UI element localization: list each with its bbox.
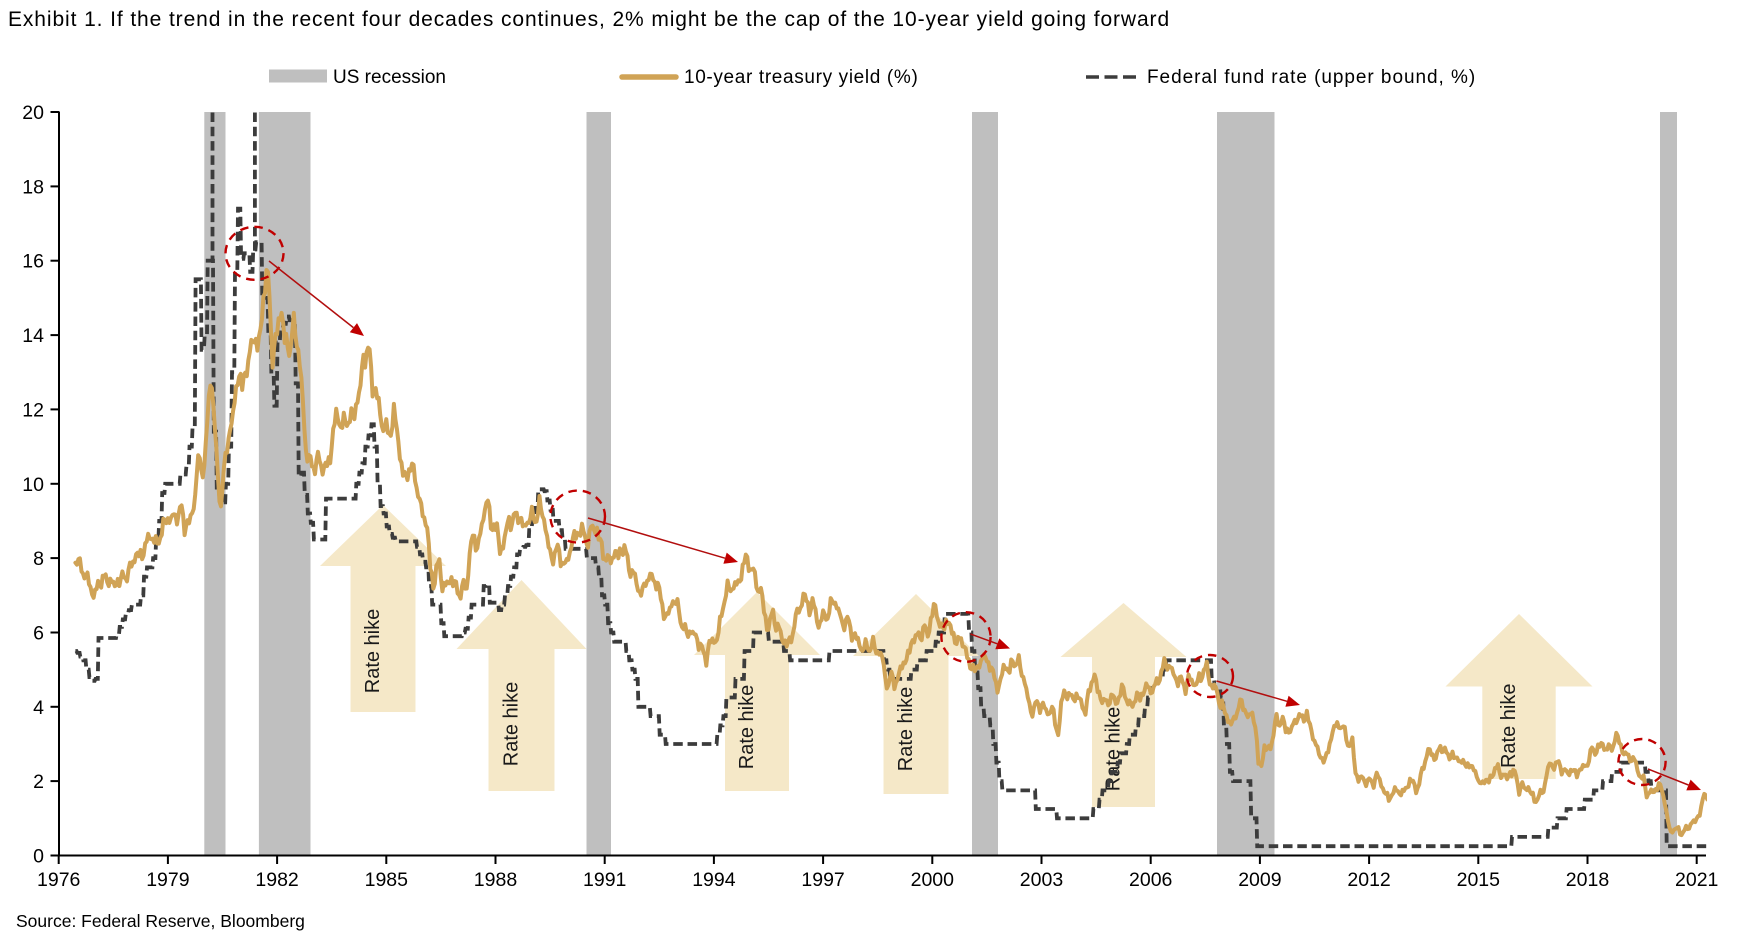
svg-text:Source: Federal Reserve, Bloom: Source: Federal Reserve, Bloomberg bbox=[16, 911, 305, 931]
svg-text:1982: 1982 bbox=[255, 869, 298, 891]
svg-text:Federal fund rate (upper bound: Federal fund rate (upper bound, %) bbox=[1147, 67, 1476, 88]
svg-text:10: 10 bbox=[22, 474, 44, 496]
svg-text:12: 12 bbox=[22, 399, 44, 421]
svg-text:1991: 1991 bbox=[583, 869, 626, 891]
svg-text:14: 14 bbox=[22, 325, 44, 347]
svg-text:2: 2 bbox=[33, 771, 44, 793]
svg-text:Rate hike: Rate hike bbox=[895, 687, 917, 772]
svg-text:2021: 2021 bbox=[1675, 869, 1718, 891]
svg-text:2009: 2009 bbox=[1238, 869, 1281, 891]
svg-text:2015: 2015 bbox=[1457, 869, 1501, 891]
svg-text:2000: 2000 bbox=[911, 869, 955, 891]
svg-text:2003: 2003 bbox=[1020, 869, 1063, 891]
svg-text:Rate hike: Rate hike bbox=[501, 682, 523, 767]
svg-text:0: 0 bbox=[33, 846, 44, 868]
svg-text:Rate hike: Rate hike bbox=[736, 685, 758, 770]
svg-text:Rate hike: Rate hike bbox=[362, 609, 384, 694]
svg-text:2018: 2018 bbox=[1566, 869, 1609, 891]
svg-text:1985: 1985 bbox=[365, 869, 409, 891]
svg-text:Rate hike: Rate hike bbox=[1103, 707, 1125, 792]
svg-text:2006: 2006 bbox=[1129, 869, 1172, 891]
svg-text:10-year treasury yield (%): 10-year treasury yield (%) bbox=[684, 67, 918, 88]
svg-text:2012: 2012 bbox=[1347, 869, 1390, 891]
svg-text:US recession: US recession bbox=[333, 67, 446, 88]
svg-text:1976: 1976 bbox=[37, 869, 80, 891]
svg-text:Exhibit 1. If the trend in the: Exhibit 1. If the trend in the recent fo… bbox=[8, 8, 1170, 31]
svg-text:4: 4 bbox=[33, 697, 44, 719]
svg-text:20: 20 bbox=[22, 102, 44, 124]
svg-text:Rate hike: Rate hike bbox=[1498, 684, 1520, 769]
svg-text:1997: 1997 bbox=[801, 869, 844, 891]
svg-text:6: 6 bbox=[33, 623, 44, 645]
svg-text:16: 16 bbox=[22, 251, 44, 273]
svg-text:18: 18 bbox=[22, 176, 44, 198]
svg-text:8: 8 bbox=[33, 548, 44, 570]
svg-text:1994: 1994 bbox=[692, 869, 736, 891]
svg-text:1979: 1979 bbox=[146, 869, 189, 891]
svg-text:1988: 1988 bbox=[474, 869, 517, 891]
